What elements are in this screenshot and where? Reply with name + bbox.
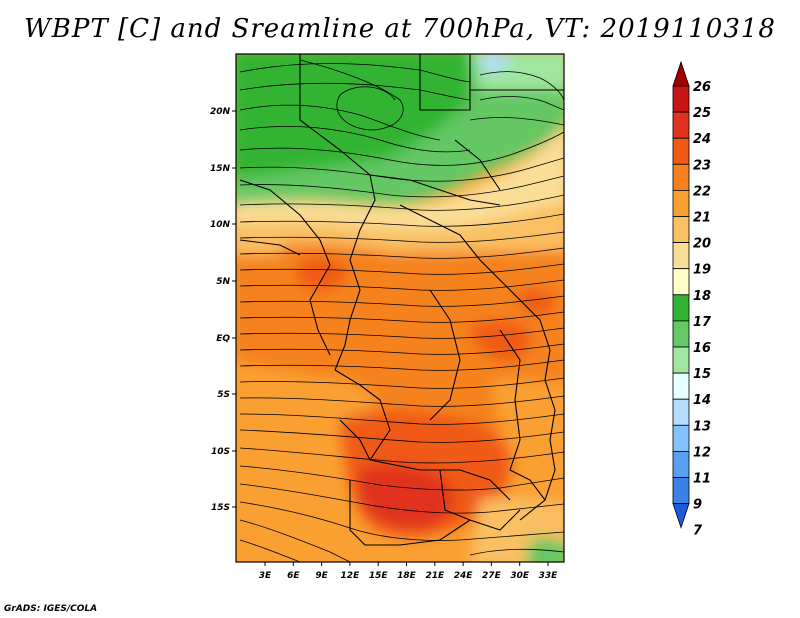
- map-frame: [235, 53, 565, 563]
- colorbar-swatch: [672, 189, 690, 217]
- colorbar-label: 17: [693, 315, 712, 330]
- colorbar-label: 19: [693, 263, 711, 278]
- map-title: WBPT [C] and Sreamline at 700hPa, VT: 20…: [24, 14, 776, 44]
- lon-tick-label: 33E: [539, 571, 559, 581]
- latitude-axis: 20N 15N 10N 5N EQ 5S 10S 15S: [210, 107, 236, 513]
- lat-tick-label: 10S: [211, 447, 230, 457]
- lon-tick-label: 3E: [259, 571, 272, 581]
- lon-tick-label: 24E: [454, 571, 474, 581]
- lat-tick-label: EQ: [216, 334, 230, 344]
- lon-tick-label: 12E: [341, 571, 361, 581]
- colorbar-swatch: [672, 137, 690, 165]
- colorbar-label: 18: [693, 289, 711, 304]
- lat-tick-label: 20N: [210, 107, 231, 117]
- colorbar-swatch: [672, 111, 690, 139]
- colorbar-label: 26: [693, 80, 711, 95]
- lat-tick-label: 5N: [216, 277, 230, 287]
- colorbar-swatch: [672, 85, 690, 113]
- colorbar-top-arrow: [672, 60, 690, 87]
- colorbar-label: 9: [693, 498, 702, 513]
- lat-tick-label: 5S: [217, 390, 230, 400]
- colorbar-swatch: [672, 398, 690, 426]
- colorbar-swatch: [672, 372, 690, 400]
- colorbar-label: 13: [693, 419, 711, 434]
- temperature-field: [236, 54, 564, 562]
- colorbar-swatch: [672, 424, 690, 452]
- lat-tick-label: 15N: [210, 164, 231, 174]
- lat-tick-label: 15S: [211, 503, 230, 513]
- colorbar-label: 23: [693, 158, 711, 173]
- colorbar-label: 25: [693, 106, 711, 121]
- lon-tick-label: 27E: [482, 571, 502, 581]
- colorbar-swatch: [672, 216, 690, 244]
- colorbar-label: 15: [693, 367, 711, 382]
- colorbar-label: 20: [693, 237, 711, 252]
- colorbar-label: 14: [693, 393, 711, 408]
- colorbar-label: 16: [693, 341, 711, 356]
- lon-tick-label: 6E: [287, 571, 300, 581]
- colorbar-bottom-arrow: [672, 503, 690, 529]
- colorbar-swatch: [672, 163, 690, 191]
- colorbar: 26 25 24 23 22 21 20 19 18 17 16 15 14 13 12 11 9 7: [672, 60, 712, 539]
- colorbar-swatch: [672, 242, 690, 270]
- lon-tick-label: 18E: [397, 571, 417, 581]
- colorbar-label: 24: [693, 132, 711, 147]
- colorbar-swatch: [672, 450, 690, 478]
- lat-tick-label: 10N: [210, 220, 231, 230]
- colorbar-swatch: [672, 346, 690, 374]
- colorbar-label: 22: [693, 184, 711, 199]
- colorbar-swatch: [672, 294, 690, 322]
- colorbar-swatch: [672, 320, 690, 348]
- colorbar-label: 21: [693, 211, 711, 226]
- lon-tick-label: 15E: [369, 571, 389, 581]
- lon-tick-label: 21E: [425, 571, 445, 581]
- grads-credit: GrADS: IGES/COLA: [4, 604, 98, 614]
- lon-tick-label: 30E: [510, 571, 530, 581]
- country-borders: [239, 54, 564, 546]
- colorbar-label: 12: [693, 445, 711, 460]
- lon-tick-label: 9E: [315, 571, 328, 581]
- longitude-axis: 3E 6E 9E 12E 15E 18E 21E 24E 27E 30E 33E: [259, 562, 558, 581]
- colorbar-swatch: [672, 268, 690, 296]
- colorbar-label: 11: [693, 472, 711, 487]
- colorbar-label: 7: [693, 524, 703, 539]
- colorbar-swatch: [672, 477, 690, 505]
